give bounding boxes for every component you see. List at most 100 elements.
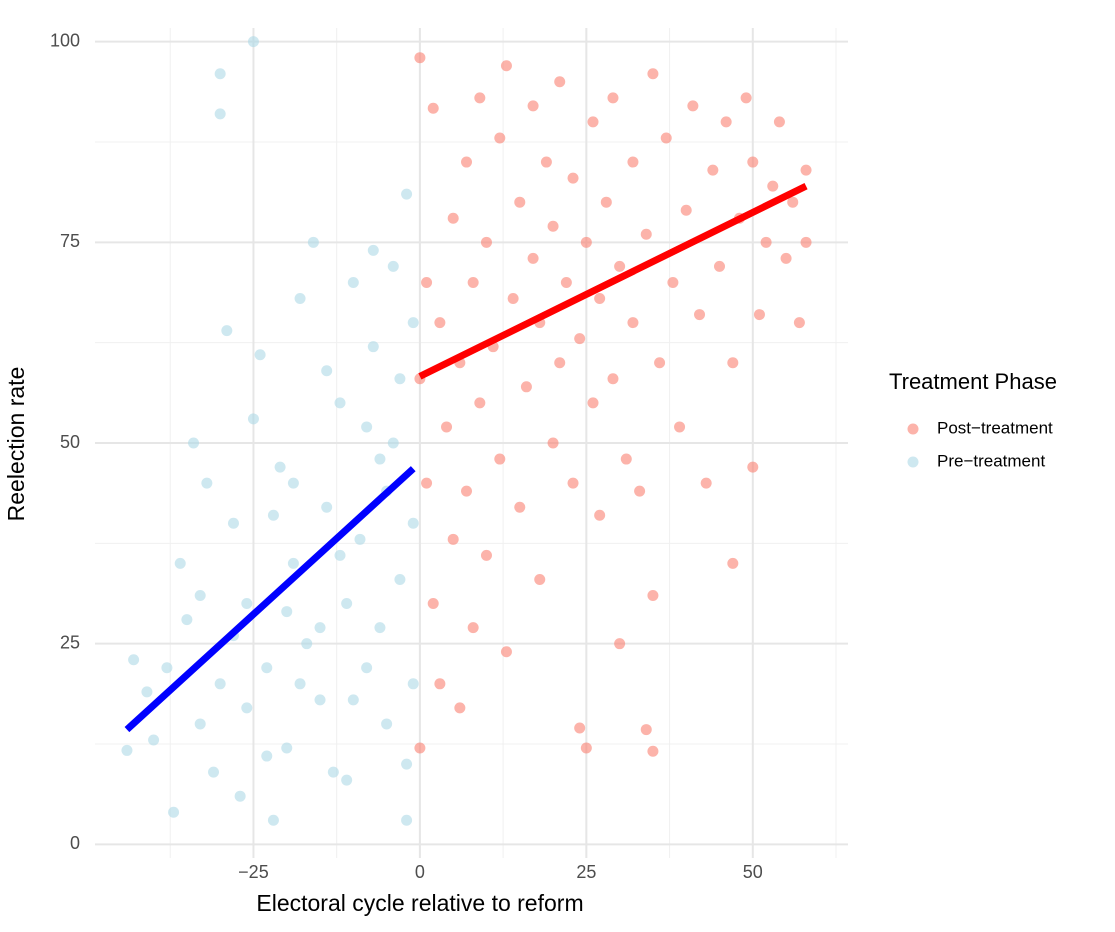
point: [214, 108, 226, 120]
point: [407, 517, 419, 529]
point: [674, 421, 686, 433]
point: [427, 598, 439, 610]
point: [747, 156, 759, 168]
point: [367, 244, 379, 256]
point: [394, 573, 406, 585]
point: [174, 557, 186, 569]
point: [554, 76, 566, 88]
point: [247, 36, 259, 48]
point: [267, 509, 279, 521]
legend-label: Post−treatment: [937, 418, 1053, 437]
point: [787, 196, 799, 208]
point: [214, 68, 226, 80]
point: [514, 501, 526, 513]
point: [334, 549, 346, 561]
y-axis-title: Reelection rate: [3, 367, 29, 522]
point: [534, 573, 546, 585]
point: [194, 590, 206, 602]
point: [747, 461, 759, 473]
point: [314, 694, 326, 706]
point: [607, 373, 619, 385]
x-tick-label: 0: [415, 862, 425, 882]
point: [620, 453, 632, 465]
point: [800, 164, 812, 176]
point: [234, 790, 246, 802]
point: [540, 156, 552, 168]
point: [660, 132, 672, 144]
point: [667, 276, 679, 288]
y-tick-label: 50: [60, 432, 80, 452]
y-tick-label: 0: [70, 833, 80, 853]
point: [780, 252, 792, 264]
point: [361, 662, 373, 674]
x-tick-label: −25: [238, 862, 269, 882]
point: [434, 678, 446, 690]
point: [194, 718, 206, 730]
x-axis-title: Electoral cycle relative to reform: [256, 890, 583, 916]
point: [520, 381, 532, 393]
point: [281, 742, 293, 754]
point: [287, 557, 299, 569]
point: [627, 317, 639, 329]
point: [727, 557, 739, 569]
point: [547, 220, 559, 232]
point: [627, 156, 639, 168]
point: [773, 116, 785, 128]
point: [474, 92, 486, 104]
point: [181, 614, 193, 626]
point: [374, 453, 386, 465]
point: [294, 293, 306, 305]
point: [647, 68, 659, 80]
point: [560, 276, 572, 288]
point: [241, 598, 253, 610]
y-tick-label: 25: [60, 632, 80, 652]
legend-label: Pre−treatment: [937, 451, 1045, 470]
point: [314, 622, 326, 634]
point: [567, 172, 579, 184]
point: [407, 317, 419, 329]
point: [614, 260, 626, 272]
point: [447, 533, 459, 545]
point: [740, 92, 752, 104]
y-tick-label: 100: [50, 30, 80, 50]
point: [587, 116, 599, 128]
point: [640, 724, 652, 736]
point: [421, 276, 433, 288]
point: [447, 212, 459, 224]
point: [727, 357, 739, 369]
point: [527, 100, 539, 112]
point: [141, 686, 153, 698]
point: [214, 678, 226, 690]
point: [514, 196, 526, 208]
point: [480, 236, 492, 248]
point: [334, 397, 346, 409]
fit-line: [124, 466, 416, 733]
point: [247, 413, 259, 425]
point: [168, 806, 180, 818]
point: [474, 397, 486, 409]
point: [301, 638, 313, 650]
point: [461, 485, 473, 497]
point: [227, 517, 239, 529]
point: [494, 453, 506, 465]
point: [554, 357, 566, 369]
point: [714, 260, 726, 272]
point: [321, 501, 333, 513]
point: [587, 397, 599, 409]
point: [707, 164, 719, 176]
point: [401, 758, 413, 770]
point: [527, 252, 539, 264]
plot-area: [95, 28, 848, 858]
point: [494, 132, 506, 144]
point: [387, 260, 399, 272]
point: [287, 477, 299, 489]
point: [594, 509, 606, 521]
point: [467, 622, 479, 634]
y-tick-label: 75: [60, 231, 80, 251]
point: [687, 100, 699, 112]
point: [547, 437, 559, 449]
point: [607, 92, 619, 104]
point: [148, 734, 160, 746]
point: [321, 365, 333, 377]
